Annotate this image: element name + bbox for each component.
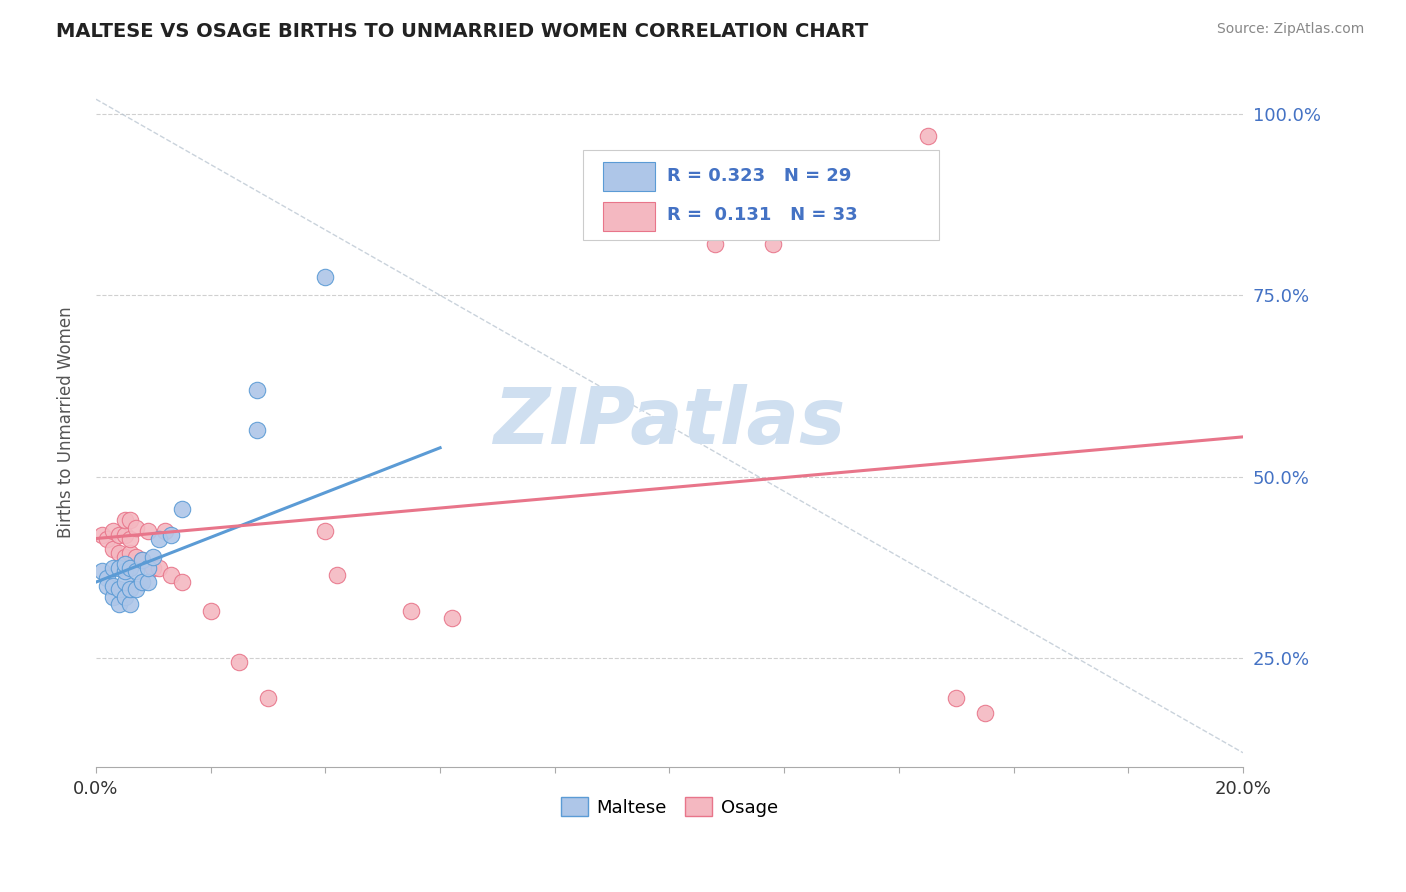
Point — [440, 611, 463, 625]
Point — [108, 560, 131, 574]
Point — [103, 590, 125, 604]
Point — [170, 502, 193, 516]
Point — [136, 575, 159, 590]
Point — [90, 564, 112, 578]
Point — [159, 567, 181, 582]
FancyBboxPatch shape — [583, 150, 939, 240]
Point — [108, 528, 131, 542]
Point — [200, 604, 222, 618]
Point — [148, 532, 170, 546]
FancyBboxPatch shape — [603, 162, 655, 191]
Point — [114, 528, 136, 542]
Point — [917, 128, 939, 143]
Point — [120, 532, 142, 546]
Point — [142, 560, 165, 574]
Point — [90, 528, 112, 542]
Point — [326, 567, 349, 582]
Point — [114, 575, 136, 590]
Point — [96, 572, 118, 586]
Text: R =  0.131   N = 33: R = 0.131 N = 33 — [668, 206, 858, 225]
Point — [125, 564, 148, 578]
Point — [103, 524, 125, 539]
Point — [136, 524, 159, 539]
Point — [114, 549, 136, 564]
Point — [108, 582, 131, 597]
Point — [108, 597, 131, 611]
Text: ZIPatlas: ZIPatlas — [494, 384, 845, 460]
Point — [974, 706, 997, 720]
Point — [159, 528, 181, 542]
Point — [401, 604, 423, 618]
Point — [114, 590, 136, 604]
Point — [245, 383, 267, 397]
Point — [108, 546, 131, 560]
Point — [704, 237, 727, 252]
Point — [120, 582, 142, 597]
Point — [120, 546, 142, 560]
Point — [96, 532, 118, 546]
Y-axis label: Births to Unmarried Women: Births to Unmarried Women — [58, 307, 75, 538]
Text: R = 0.323   N = 29: R = 0.323 N = 29 — [668, 167, 852, 185]
Point — [153, 524, 176, 539]
Point — [228, 655, 250, 669]
Legend: Maltese, Osage: Maltese, Osage — [554, 790, 786, 824]
Text: Source: ZipAtlas.com: Source: ZipAtlas.com — [1216, 22, 1364, 37]
Point — [131, 553, 153, 567]
Point — [148, 560, 170, 574]
Point — [103, 542, 125, 557]
Point — [245, 423, 267, 437]
Point — [125, 521, 148, 535]
Point — [762, 237, 785, 252]
Point — [945, 691, 967, 706]
Point — [103, 579, 125, 593]
Point — [103, 560, 125, 574]
Point — [120, 597, 142, 611]
Point — [125, 549, 148, 564]
Point — [131, 575, 153, 590]
Point — [114, 564, 136, 578]
Point — [114, 557, 136, 571]
Point — [142, 549, 165, 564]
Point — [114, 513, 136, 527]
Point — [120, 560, 142, 574]
Point — [125, 582, 148, 597]
Point — [120, 513, 142, 527]
Point — [257, 691, 280, 706]
Point — [314, 270, 336, 285]
Point — [170, 575, 193, 590]
FancyBboxPatch shape — [603, 202, 655, 230]
Point — [131, 553, 153, 567]
Point — [314, 524, 336, 539]
Text: MALTESE VS OSAGE BIRTHS TO UNMARRIED WOMEN CORRELATION CHART: MALTESE VS OSAGE BIRTHS TO UNMARRIED WOM… — [56, 22, 869, 41]
Point — [136, 560, 159, 574]
Point — [96, 579, 118, 593]
